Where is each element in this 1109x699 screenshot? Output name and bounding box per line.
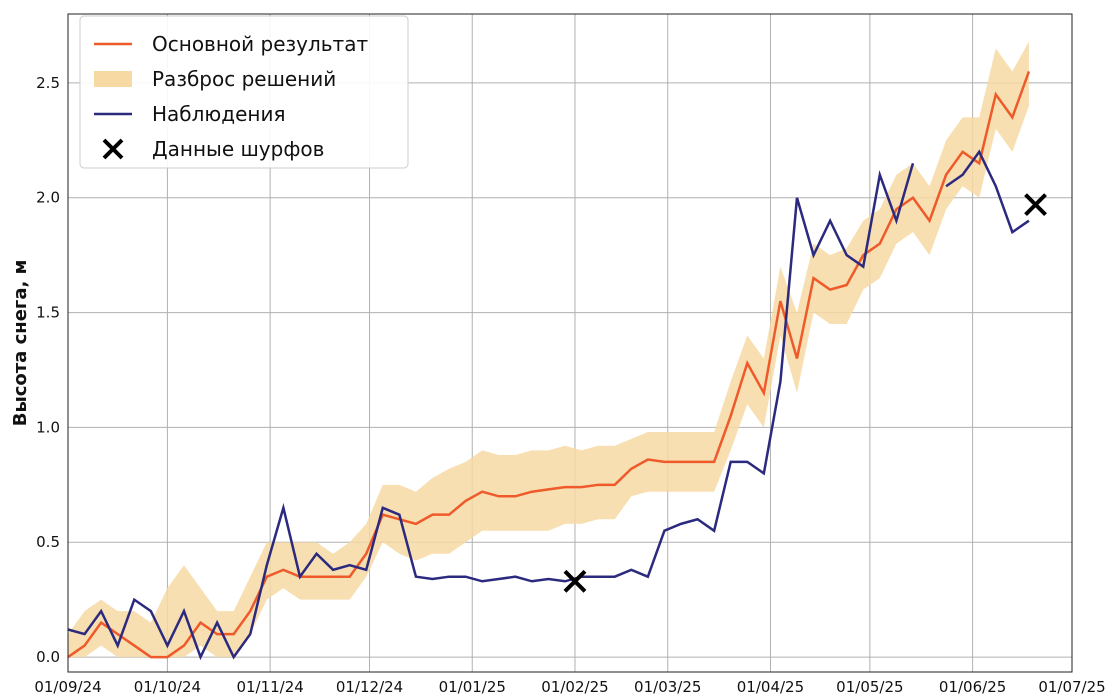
y-tick-label: 0.0 — [36, 648, 60, 666]
legend-label: Разброс решений — [152, 67, 336, 91]
x-tick-label: 01/02/25 — [541, 678, 608, 695]
y-tick-label: 1.5 — [36, 304, 60, 322]
x-tick-label: 01/04/25 — [737, 678, 804, 695]
x-tick-label: 01/01/25 — [439, 678, 506, 695]
marker — [1024, 193, 1047, 217]
x-tick-label: 01/05/25 — [836, 678, 903, 695]
line — [67, 70, 1031, 659]
x-tick-label: 01/07/25 — [1038, 678, 1105, 695]
x-tick-label: 01/12/24 — [336, 678, 403, 695]
legend: Основной результат Разброс решений Наблюде… — [79, 15, 409, 169]
legend-marker — [102, 138, 124, 160]
band — [68, 41, 1029, 658]
plot-frame — [67, 13, 1073, 673]
x-tick-label: 01/11/24 — [236, 678, 303, 695]
x-tick-label: 01/06/25 — [939, 678, 1006, 695]
y-tick-label: 1.0 — [36, 418, 60, 436]
legend-label: Наблюдения — [152, 102, 286, 126]
y-axis-label: Высота снега, м — [10, 260, 31, 427]
y-tick-label: 0.5 — [36, 533, 60, 551]
x-tick-label: 01/03/25 — [634, 678, 701, 695]
y-tick-label: 2.0 — [36, 189, 60, 207]
x-tick-label: 01/09/24 — [34, 678, 101, 695]
legend-label: Данные шурфов — [152, 137, 324, 161]
legend-label: Основной результат — [152, 32, 368, 56]
y-tick-label: 2.5 — [36, 74, 60, 92]
marker — [563, 569, 587, 593]
x-tick-label: 01/10/24 — [134, 678, 201, 695]
legend-patch — [94, 71, 132, 87]
line — [67, 149, 1030, 661]
legend-box — [79, 15, 409, 169]
